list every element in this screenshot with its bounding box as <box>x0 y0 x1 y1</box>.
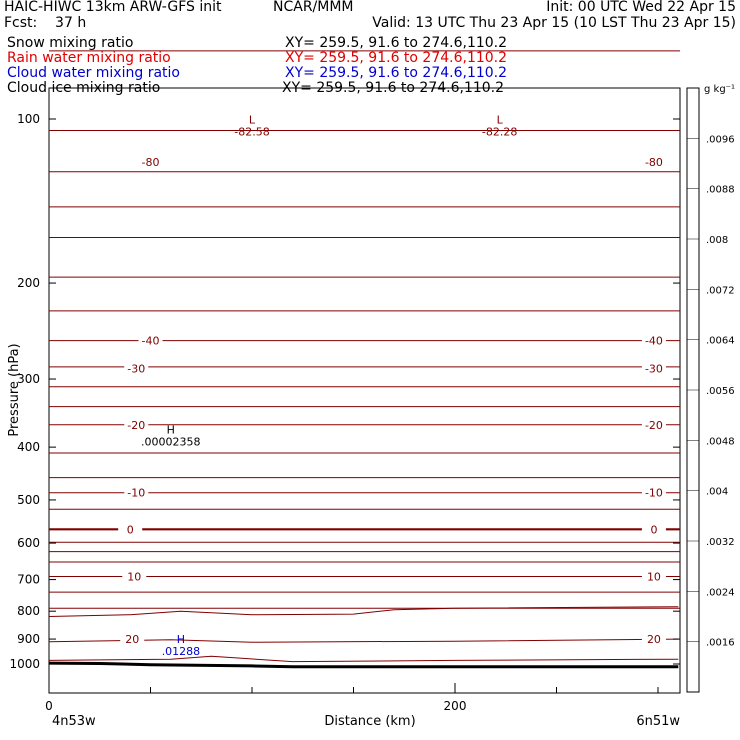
extremum-value-0: -82.58 <box>234 126 269 139</box>
isotherm-label-bg-4 <box>124 361 149 376</box>
x-tick-label-1: 200 <box>444 699 467 713</box>
isotherm-label-8: -10 <box>127 487 145 500</box>
isotherm-label-bg-5 <box>641 361 666 376</box>
y-tick-label-0: 100 <box>17 112 40 126</box>
field-snow-name: Snow mixing ratio <box>7 35 134 51</box>
field-cloudwater-name: Cloud water mixing ratio <box>7 65 180 81</box>
colorbar-label-8: .0032 <box>706 537 735 548</box>
isotherm-label-bg-14 <box>120 631 145 646</box>
isotherm-label-9: -10 <box>645 487 663 500</box>
isotherm-label-13: 10 <box>647 571 661 584</box>
extremum-symbol-2: H <box>167 424 175 437</box>
isotherm-label-15: 20 <box>647 633 661 646</box>
colorbar-label-5: .0056 <box>706 386 735 397</box>
isotherm-contour-lower <box>48 655 679 663</box>
plot-frame <box>48 87 681 694</box>
isotherm-label-1: -80 <box>645 156 663 169</box>
y-tick-label-7: 800 <box>17 604 40 618</box>
isotherm-label-bg-11 <box>641 522 666 537</box>
field-rain-xy: XY= 259.5, 91.6 to 274.6,110.2 <box>285 50 508 66</box>
isotherm-label-bg-15 <box>641 631 666 646</box>
colorbar-label-6: .0048 <box>706 436 735 447</box>
colorbar-label-7: .004 <box>706 487 728 498</box>
y-tick-label-2: 300 <box>17 372 40 386</box>
isotherm-label-5: -30 <box>645 363 663 376</box>
isotherm-contour-800 <box>48 606 679 617</box>
y-tick-label-5: 600 <box>17 536 40 550</box>
isotherm-label-4: -30 <box>127 363 145 376</box>
forecast-hour: Fcst: 37 h <box>4 15 87 31</box>
field-snow-xy: XY= 259.5, 91.6 to 274.6,110.2 <box>285 35 508 51</box>
isotherm-label-bg-2 <box>138 333 163 348</box>
isotherm-label-bg-13 <box>641 569 666 584</box>
isotherm-label-bg-0 <box>138 155 163 170</box>
extremum-value-1: -82.28 <box>482 126 517 139</box>
colorbar-label-9: .0024 <box>706 587 735 598</box>
field-cloudwater-xy: XY= 259.5, 91.6 to 274.6,110.2 <box>285 65 508 81</box>
y-tick-label-6: 700 <box>17 573 40 587</box>
y-tick-label-9: 1000 <box>9 657 40 671</box>
y-axis-title: Pressure (hPa) <box>7 343 22 436</box>
isotherm-label-11: 0 <box>650 523 657 536</box>
isotherm-label-bg-3 <box>641 333 666 348</box>
isotherm-label-10: 0 <box>127 523 134 536</box>
isotherm-label-bg-8 <box>124 485 149 500</box>
init-time: Init: 00 UTC Wed 22 Apr 15 <box>546 0 736 15</box>
extremum-symbol-1: L <box>497 114 504 127</box>
x-tick-label-0: 0 <box>45 699 53 713</box>
y-tick-label-4: 500 <box>17 493 40 507</box>
isotherm-label-bg-12 <box>122 569 147 584</box>
colorbar-label-2: .008 <box>706 235 728 246</box>
terrain-line <box>48 661 679 669</box>
extremum-symbol-0: L <box>249 114 256 127</box>
model-title: HAIC-HIWC 13km ARW-GFS init <box>4 0 222 15</box>
field-rain-name: Rain water mixing ratio <box>7 50 171 66</box>
x-axis-title: Distance (km) <box>324 714 415 729</box>
isotherm-label-bg-7 <box>641 417 666 432</box>
isotherm-label-14: 20 <box>125 633 139 646</box>
colorbar-label-3: .0072 <box>706 285 735 296</box>
extremum-value-3: .01288 <box>162 645 201 658</box>
isotherm-label-bg-10 <box>118 522 143 537</box>
isotherm-label-0: -80 <box>142 156 160 169</box>
colorbar-label-10: .0016 <box>706 638 735 649</box>
isotherm-label-3: -40 <box>645 335 663 348</box>
isotherm-label-12: 10 <box>127 571 141 584</box>
y-tick-label-8: 900 <box>17 632 40 646</box>
extremum-symbol-3: H <box>177 633 185 646</box>
y-tick-label-1: 200 <box>17 276 40 290</box>
isotherm-label-bg-9 <box>641 485 666 500</box>
colorbar-unit: g kg⁻¹ <box>704 84 735 95</box>
extremum-value-2: .00002358 <box>141 436 201 449</box>
colorbar-label-4: .0064 <box>706 336 735 347</box>
colorbar-label-0: .0096 <box>706 134 735 145</box>
x-left-end-label: 4n53w <box>52 714 96 729</box>
valid-time: Valid: 13 UTC Thu 23 Apr 15 (10 LST Thu … <box>372 15 736 31</box>
x-right-end-label: 6n51w <box>636 714 680 729</box>
y-tick-label-3: 400 <box>17 440 40 454</box>
center-title: NCAR/MMM <box>273 0 354 15</box>
isotherm-label-2: -40 <box>142 335 160 348</box>
colorbar-label-1: .0088 <box>706 185 735 196</box>
isotherm-label-6: -20 <box>127 419 145 432</box>
isotherm-label-bg-1 <box>641 155 666 170</box>
isotherm-label-bg-6 <box>124 417 149 432</box>
isotherm-label-7: -20 <box>645 419 663 432</box>
